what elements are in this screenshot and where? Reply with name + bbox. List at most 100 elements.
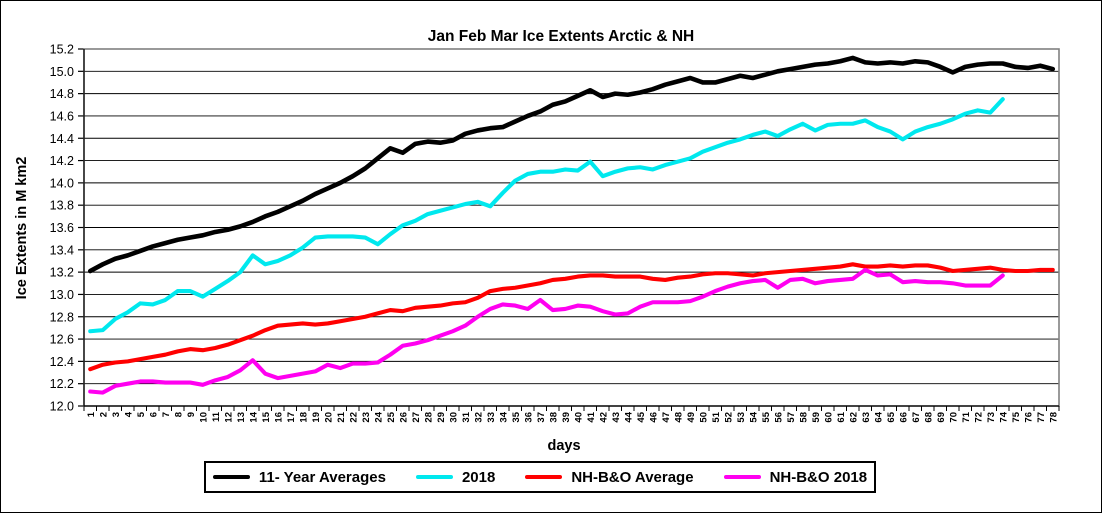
x-tick-label: 49 (686, 412, 697, 423)
x-tick-label: 31 (461, 411, 472, 422)
y-tick-label: 13.8 (50, 199, 74, 213)
x-tick-label: 70 (948, 412, 959, 423)
y-tick-label: 14.4 (50, 132, 74, 146)
x-tick-label: 5 (136, 411, 147, 417)
x-tick-label: 48 (673, 412, 684, 423)
series-line-11-year-averages (87, 55, 1056, 274)
y-tick-label: 13.4 (50, 243, 74, 257)
legend-label: NH-B&O Average (571, 468, 694, 486)
legend-line-swatch-icon (525, 475, 563, 479)
y-tick-label: 15.2 (50, 43, 74, 57)
x-tick-label: 22 (348, 412, 359, 423)
x-tick-label: 69 (936, 412, 947, 423)
x-tick-label: 30 (448, 412, 459, 423)
x-tick-label: 73 (986, 412, 997, 423)
legend-line-swatch-icon (723, 475, 761, 479)
y-tick-label: 12.2 (50, 377, 74, 391)
x-tick-label: 28 (423, 412, 434, 423)
y-tick-label: 15.0 (50, 65, 74, 79)
y-tick-label: 12.8 (50, 310, 74, 324)
series-line-nh-b-o-2018 (88, 267, 1005, 395)
legend-label: NH-B&O 2018 (769, 468, 868, 486)
x-tick-label: 37 (536, 412, 547, 423)
y-tick-label: 14.8 (50, 87, 74, 101)
y-tick-label: 12.6 (50, 333, 74, 347)
legend-item-11-year-averages: 11- Year Averages (212, 468, 386, 486)
x-tick-label: 75 (1011, 411, 1022, 422)
plot-area: 12.0 12.2 12.4 12.6 12.8 13.0 13.2 13.4 13.6 13.8… (50, 43, 1060, 423)
x-tick-label: 1 (86, 411, 97, 417)
legend-item-nh-b-o-2018: NH-B&O 2018 (723, 468, 868, 486)
x-tick-label: 35 (511, 411, 522, 422)
x-tick-label: 14 (248, 411, 259, 422)
x-tick-label: 32 (473, 412, 484, 423)
y-tick-label: 12.0 (50, 400, 74, 414)
x-tick-label: 38 (548, 412, 559, 423)
y-tick-label: 12.4 (50, 355, 74, 369)
x-tick-label: 26 (398, 412, 409, 423)
x-tick-label: 43 (611, 412, 622, 423)
x-tick-label: 64 (873, 411, 884, 422)
x-tick-label: 25 (386, 411, 397, 422)
legend-label: 2018 (461, 468, 496, 486)
x-tick-label: 36 (523, 412, 534, 423)
x-tick-label: 11 (211, 411, 222, 422)
x-tick-label: 46 (648, 412, 659, 423)
x-tick-label: 40 (573, 412, 584, 423)
x-tick-label: 41 (586, 411, 597, 422)
series-line-nh-b-o-average (88, 262, 1055, 372)
legend-line-swatch-icon (212, 475, 250, 479)
x-tick-label: 42 (598, 412, 609, 423)
x-tick-label: 59 (811, 412, 822, 423)
x-tick-label: 65 (886, 411, 897, 422)
x-tick-label: 16 (273, 412, 284, 423)
x-tick-label: 58 (798, 412, 809, 423)
x-tick-label: 45 (636, 411, 647, 422)
y-tick-label: 13.2 (50, 266, 74, 280)
x-tick-label: 3 (111, 412, 122, 417)
x-tick-label: 21 (336, 411, 347, 422)
x-tick-label: 12 (223, 412, 234, 423)
y-tick-label: 14.6 (50, 109, 74, 123)
x-tick-label: 51 (711, 411, 722, 422)
x-tick-label: 68 (923, 412, 934, 423)
legend-item-2018: 2018 (415, 468, 496, 486)
x-tick-label: 76 (1023, 412, 1034, 423)
x-tick-label: 77 (1036, 412, 1047, 423)
x-tick-label: 2 (98, 412, 109, 417)
x-tick-label: 33 (486, 412, 497, 423)
x-tick-label: 34 (498, 411, 509, 422)
x-tick-label: 55 (761, 411, 772, 422)
x-tick-label: 72 (973, 412, 984, 423)
x-tick-label: 50 (698, 412, 709, 423)
series-line-2018 (88, 97, 1005, 334)
x-tick-label: 61 (836, 411, 847, 422)
x-tick-label: 6 (148, 412, 159, 417)
legend-label: 11- Year Averages (258, 468, 386, 486)
chart-legend: 11- Year Averages 2018 NH-B&O Average NH-B&… (204, 461, 876, 493)
x-tick-label: 18 (298, 412, 309, 423)
x-tick-label: 57 (786, 412, 797, 423)
x-tick-label: 56 (773, 412, 784, 423)
x-tick-label: 39 (561, 412, 572, 423)
x-tick-label: 15 (261, 411, 272, 422)
x-tick-label: 17 (286, 412, 297, 423)
x-tick-label: 13 (236, 412, 247, 423)
x-tick-label: 7 (161, 412, 172, 417)
x-tick-label: 47 (661, 412, 672, 423)
x-tick-label: 78 (1048, 412, 1059, 423)
x-tick-label: 53 (736, 412, 747, 423)
y-tick-label: 13.0 (50, 288, 74, 302)
x-tick-label: 24 (373, 411, 384, 422)
x-tick-label: 74 (998, 411, 1009, 422)
x-tick-label: 4 (123, 411, 134, 417)
x-tick-label: 10 (198, 412, 209, 423)
x-tick-label: 67 (911, 412, 922, 423)
x-tick-label: 9 (186, 412, 197, 417)
x-tick-label: 29 (436, 412, 447, 423)
x-tick-label: 52 (723, 412, 734, 423)
x-tick-label: 54 (748, 411, 759, 422)
y-tick-label: 14.2 (50, 154, 74, 168)
